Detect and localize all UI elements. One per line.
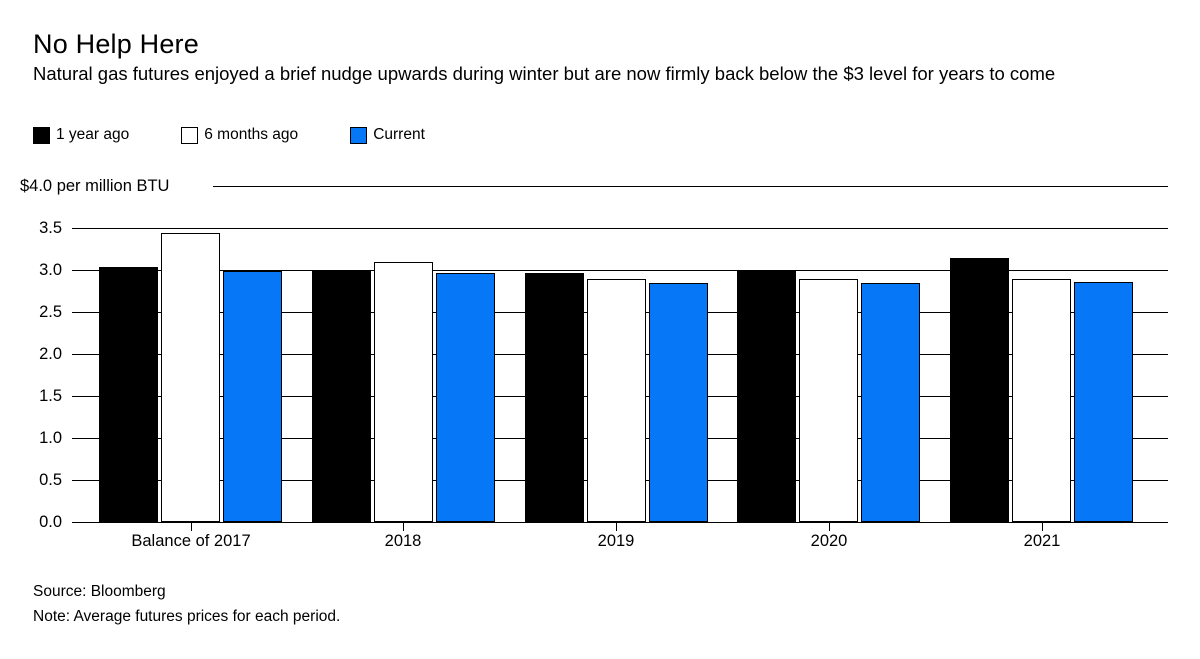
bar-6-months-ago [799,279,858,522]
bar-1-year-ago [99,267,158,522]
bar-6-months-ago [587,279,646,522]
note-text: Note: Average futures prices for each pe… [33,608,341,625]
x-axis-tick [403,523,404,531]
legend-item-1-year-ago: 1 year ago [33,126,129,144]
legend-swatch-icon [33,126,50,144]
bar-1-year-ago [737,270,796,522]
x-axis-tick [616,523,617,531]
y-axis-tick-label: 1.5 [39,387,62,405]
y-axis-tick-label: 3.0 [39,261,62,279]
x-axis-baseline [72,522,1168,523]
bar-6-months-ago [161,233,220,522]
bar-Current [649,283,708,522]
y-axis-tick-label: 1.0 [39,429,62,447]
source-text: Source: Bloomberg [33,583,166,600]
y-axis-tick-label: 0.0 [39,513,62,531]
legend-label: 6 months ago [204,126,299,143]
bar-Current [436,273,495,522]
y-axis-tick-label: 0.5 [39,471,62,489]
y-axis-tick-label: 2.5 [39,303,62,321]
chart-subtitle: Natural gas futures enjoyed a brief nudg… [33,63,1056,84]
x-axis-category-label: 2019 [597,532,635,550]
legend-label: Current [373,126,425,143]
bar-1-year-ago [312,271,371,522]
x-axis-category-label: Balance of 2017 [131,532,251,550]
bar-1-year-ago [525,273,584,522]
x-axis-category-label: 2021 [1023,532,1061,550]
x-axis-category-label: 2018 [384,532,422,550]
y-axis-tick-label: 2.0 [39,345,62,363]
legend-swatch-icon [350,126,368,144]
gridline-top [213,186,1168,187]
legend-item-6-months-ago: 6 months ago [181,126,298,144]
chart-legend: 1 year ago 6 months ago Current [33,126,477,144]
bar-1-year-ago [950,258,1009,522]
legend-label: 1 year ago [56,126,130,143]
bar-Current [1074,282,1133,522]
gridline [72,228,1168,229]
x-axis-tick [1042,523,1043,531]
gridline [72,270,1168,271]
bar-Current [223,271,282,522]
chart-title: No Help Here [33,29,199,59]
legend-swatch-icon [181,126,199,144]
x-axis-tick [191,523,192,531]
bar-6-months-ago [1012,279,1071,522]
legend-item-Current: Current [350,126,425,144]
bar-Current [861,283,920,522]
x-axis-category-label: 2020 [810,532,848,550]
y-axis-unit-label: $4.0 per million BTU [20,177,170,195]
y-axis-tick-label: 3.5 [39,219,62,237]
x-axis-tick [829,523,830,531]
bar-6-months-ago [374,262,433,522]
